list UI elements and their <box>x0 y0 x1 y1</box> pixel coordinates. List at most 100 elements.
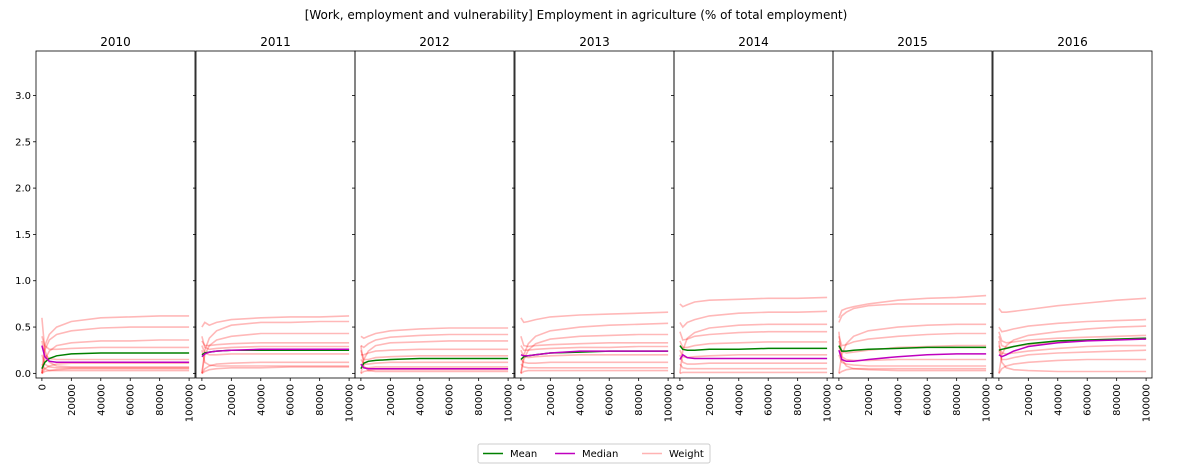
x-tick-label-2016-3: 60000 <box>1083 384 1094 416</box>
x-tick-label-2010-0: 0 <box>37 384 48 390</box>
x-tick-label-2012-5: 100000 <box>504 384 515 422</box>
x-tick-label-2016-2: 40000 <box>1053 384 1064 416</box>
mean-line-2014 <box>679 345 828 351</box>
x-tick-label-2010-4: 80000 <box>155 384 166 416</box>
panel-title-2011: 2011 <box>260 35 291 49</box>
weight-line-2010-3 <box>41 336 190 351</box>
panel-title-2016: 2016 <box>1057 35 1088 49</box>
x-tick-label-2015-4: 80000 <box>952 384 963 416</box>
mean-line-2015 <box>838 345 987 352</box>
weight-line-2013-6 <box>520 358 669 364</box>
weight-line-2012-1 <box>360 333 509 349</box>
weight-line-2011-0 <box>201 315 350 328</box>
x-tick-label-2012-3: 60000 <box>445 384 456 416</box>
weight-line-2014-6 <box>679 354 828 365</box>
panel-frame-2014 <box>673 50 834 379</box>
x-tick-label-2011-1: 20000 <box>227 384 238 416</box>
weight-line-2015-8 <box>838 367 987 375</box>
weight-line-2016-2 <box>998 325 1147 374</box>
panel-2010: 2010 0.0 0.5 1.0 1.5 2.0 2.5 3.0 0 20000 40000 6000… <box>15 35 196 422</box>
weight-line-2012-5 <box>360 359 509 365</box>
x-tick-label-2014-1: 20000 <box>705 384 716 416</box>
mean-line-2010 <box>41 352 190 370</box>
panel-frame-2012 <box>354 50 515 379</box>
figure-title: [Work, employment and vulnerability] Emp… <box>305 8 848 22</box>
y-tick-label-6: 3.0 <box>15 91 31 102</box>
x-tick-label-2010-5: 100000 <box>185 384 196 422</box>
weight-line-2010-8 <box>41 317 190 368</box>
panel-title-2012: 2012 <box>419 35 450 49</box>
x-tick-label-2014-4: 80000 <box>793 384 804 416</box>
weight-line-2011-3 <box>201 340 350 347</box>
weight-line-2016-8 <box>998 340 1147 373</box>
weight-line-2015-7 <box>838 331 987 372</box>
median-line-2012 <box>360 363 509 370</box>
weight-line-2011-7 <box>201 350 350 367</box>
x-tick-label-2014-0: 0 <box>675 384 686 390</box>
y-tick-label-1: 0.5 <box>15 323 31 334</box>
median-line-2014 <box>679 353 828 360</box>
x-tick-label-2012-4: 80000 <box>474 384 485 416</box>
weight-line-2010-4 <box>41 340 190 361</box>
x-tick-label-2012-2: 40000 <box>415 384 426 416</box>
x-tick-label-2015-3: 60000 <box>923 384 934 416</box>
panel-2014: 2014 0 20000 40000 60000 80000 100000 <box>671 35 834 422</box>
weight-line-2012-3 <box>360 348 509 356</box>
weight-line-2013-8 <box>520 369 669 375</box>
weight-line-2014-7 <box>679 363 828 370</box>
x-tick-label-2011-2: 40000 <box>256 384 267 416</box>
x-tick-label-2014-3: 60000 <box>764 384 775 416</box>
weight-line-2014-4 <box>679 340 828 349</box>
weight-line-2014-5 <box>679 349 828 359</box>
x-tick-label-2016-4: 80000 <box>1112 384 1123 416</box>
mean-line-2012 <box>360 357 509 370</box>
weight-line-2010-0 <box>41 315 190 374</box>
mean-line-2016 <box>998 337 1147 351</box>
weight-line-2015-6 <box>838 354 987 367</box>
legend-label-mean: Mean <box>510 449 537 460</box>
panel-2013: 2013 0 20000 40000 60000 80000 100000 <box>512 35 675 422</box>
median-line-2011 <box>201 348 350 358</box>
x-tick-label-2012-0: 0 <box>356 384 367 390</box>
weight-line-2015-3 <box>838 332 987 347</box>
x-tick-label-2011-4: 80000 <box>315 384 326 416</box>
weight-line-2015-1 <box>838 303 987 323</box>
x-tick-label-2011-5: 100000 <box>345 384 356 422</box>
weight-line-2014-1 <box>679 310 828 329</box>
x-tick-label-2013-3: 60000 <box>605 384 616 416</box>
x-tick-label-2011-0: 0 <box>197 384 208 390</box>
x-tick-label-2012-1: 20000 <box>386 384 397 416</box>
panel-2011: 2011 0 20000 40000 60000 80000 100000 <box>193 35 356 422</box>
x-tick-label-2016-1: 20000 <box>1024 384 1035 416</box>
weight-line-2012-0 <box>360 327 509 340</box>
x-tick-label-2013-2: 40000 <box>575 384 586 416</box>
panel-frame-2010 <box>35 50 196 379</box>
median-line-2013 <box>520 350 669 357</box>
x-tick-label-2013-1: 20000 <box>546 384 557 416</box>
x-tick-label-2015-0: 0 <box>834 384 845 390</box>
x-tick-label-2016-5: 100000 <box>1142 384 1153 422</box>
legend-frame <box>477 443 711 464</box>
weight-line-2016-1 <box>998 318 1147 333</box>
weight-line-2010-9 <box>41 367 190 375</box>
weight-line-2016-3 <box>998 331 1147 344</box>
weight-line-2014-8 <box>679 371 828 375</box>
panel-title-2010: 2010 <box>100 35 131 49</box>
weight-line-2014-0 <box>679 296 828 308</box>
weight-line-2010-1 <box>41 326 190 374</box>
panels: 2010 0.0 0.5 1.0 1.5 2.0 2.5 3.0 0 20000 40000 6000… <box>15 35 1153 422</box>
x-tick-label-2013-0: 0 <box>516 384 527 390</box>
y-tick-label-4: 2.0 <box>15 184 31 195</box>
panel-frame-2013 <box>514 50 675 379</box>
x-tick-label-2013-5: 100000 <box>664 384 675 422</box>
weight-line-2011-2 <box>201 332 350 374</box>
weight-line-2010-5 <box>41 362 190 374</box>
x-tick-label-2013-4: 80000 <box>634 384 645 416</box>
panel-frame-2016 <box>992 50 1153 379</box>
x-tick-label-2016-0: 0 <box>994 384 1005 390</box>
x-tick-label-2010-3: 60000 <box>126 384 137 416</box>
panel-title-2013: 2013 <box>579 35 610 49</box>
weight-line-2014-3 <box>679 330 828 341</box>
x-tick-label-2010-1: 20000 <box>67 384 78 416</box>
